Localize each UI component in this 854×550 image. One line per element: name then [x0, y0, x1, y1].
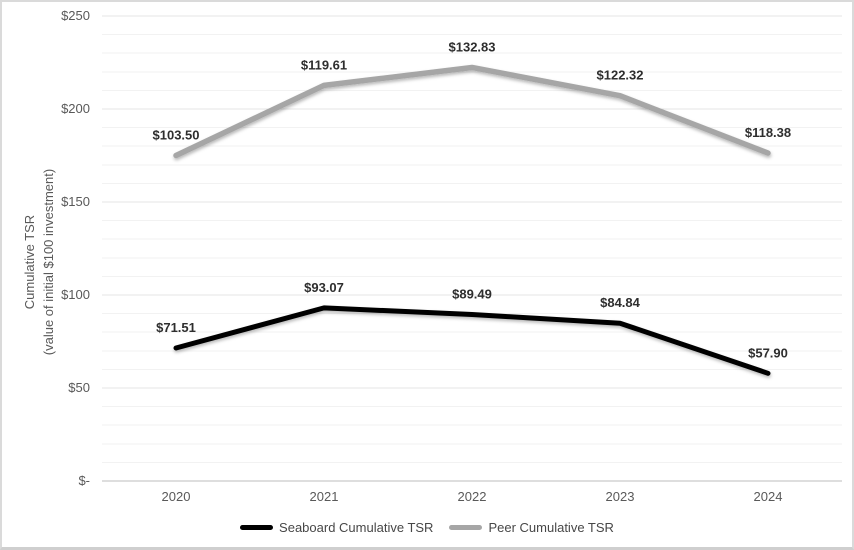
legend-label-peer: Peer Cumulative TSR [488, 520, 614, 535]
data-label: $119.61 [301, 57, 347, 72]
data-label: $89.49 [452, 287, 492, 302]
chart-legend: Seaboard Cumulative TSR Peer Cumulative … [2, 520, 852, 535]
x-tick-label: 2022 [458, 489, 487, 504]
seaboard-line-swatch-icon [240, 525, 274, 530]
data-label: $122.32 [597, 68, 644, 83]
seaboard-tsr-line [173, 305, 771, 376]
y-tick-label: $100 [61, 287, 90, 302]
legend-item-seaboard: Seaboard Cumulative TSR [240, 520, 433, 535]
data-label: $118.38 [745, 125, 791, 140]
data-label: $132.83 [449, 39, 496, 54]
y-tick-label: $- [78, 473, 90, 488]
data-label: $93.07 [304, 280, 344, 295]
y-tick-label: $150 [61, 194, 90, 209]
x-tick-label: 2021 [310, 489, 339, 504]
data-label: $57.90 [748, 345, 788, 360]
legend-item-peer: Peer Cumulative TSR [449, 520, 614, 535]
y-tick-label: $50 [68, 380, 90, 395]
x-tick-label: 2024 [754, 489, 783, 504]
peer-tsr-line [173, 64, 771, 159]
x-tick-label: 2020 [162, 489, 191, 504]
x-tick-label: 2023 [606, 489, 635, 504]
data-label: $71.51 [156, 320, 196, 335]
y-tick-label: $200 [61, 101, 90, 116]
data-label: $84.84 [600, 295, 641, 310]
peer-line-swatch-icon [449, 525, 483, 530]
legend-label-seaboard: Seaboard Cumulative TSR [279, 520, 434, 535]
y-tick-label: $250 [61, 8, 90, 23]
data-label: $103.50 [153, 127, 200, 142]
